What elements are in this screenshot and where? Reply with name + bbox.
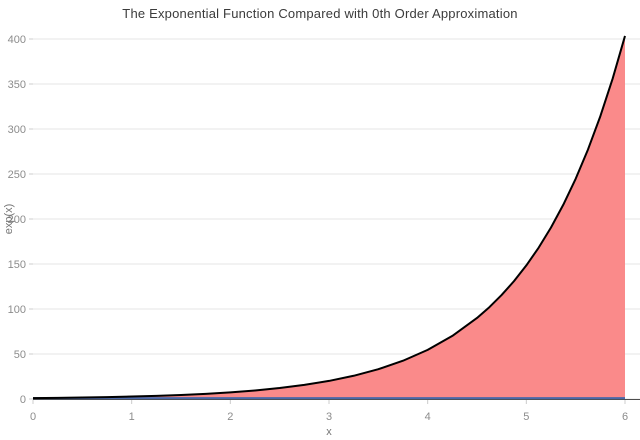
y-tick-label: 300: [8, 124, 26, 136]
x-tick-label: 1: [129, 411, 135, 423]
y-tick-label: 250: [8, 169, 26, 181]
y-tick-label: 200: [8, 214, 26, 226]
area-exp-minus-approx: [33, 35, 625, 399]
x-axis-label: x: [326, 426, 332, 438]
x-tick-label: 3: [326, 411, 332, 423]
x-tick-label: 5: [523, 411, 529, 423]
x-tick-label: 0: [30, 411, 36, 423]
x-tick-label: 6: [622, 411, 628, 423]
y-tick-label: 50: [14, 349, 26, 361]
x-tick-label: 4: [425, 411, 431, 423]
y-axis-label: exp(x): [3, 204, 15, 235]
y-tick-label: 350: [8, 79, 26, 91]
y-tick-label: 0: [20, 394, 26, 406]
chart-title: The Exponential Function Compared with 0…: [122, 6, 518, 21]
x-tick-label: 2: [227, 411, 233, 423]
y-tick-label: 100: [8, 304, 26, 316]
y-tick-label: 150: [8, 259, 26, 271]
y-tick-label: 400: [8, 34, 26, 46]
exp-curve: [32, 35, 626, 400]
